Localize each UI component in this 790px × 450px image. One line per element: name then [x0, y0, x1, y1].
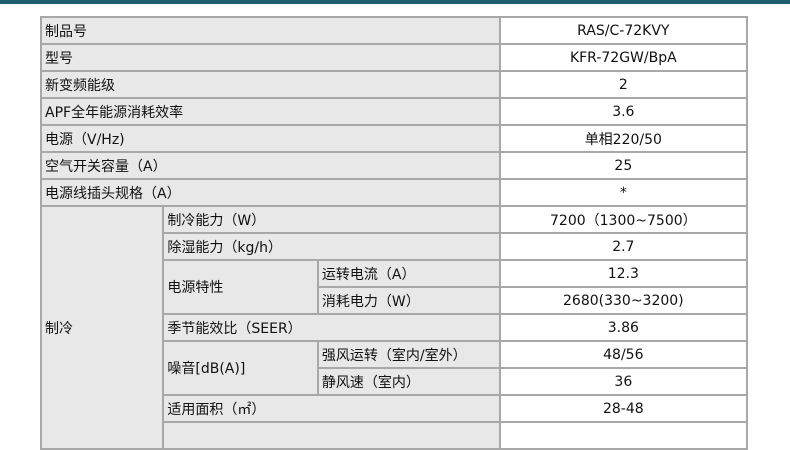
row-value: 3.6 — [498, 97, 749, 126]
row-label: 空气开关容量（A） — [40, 151, 501, 180]
consumption-label: 消耗电力（W） — [316, 286, 501, 315]
row-value: * — [498, 178, 749, 207]
cooling-label: 制冷 — [39, 205, 165, 450]
row-label: 新变频能级 — [40, 70, 501, 99]
blank-cell — [162, 421, 501, 450]
row-label: 电源（V/Hz) — [40, 124, 501, 153]
table-row: 噪音[dB(A)] 强风运转（室内/室外） 48/56 — [41, 340, 749, 396]
table-row: 季节能效比（SEER） 3.86 — [41, 313, 749, 342]
quiet-label: 静风速（室内） — [316, 367, 501, 396]
noise-label: 噪音[dB(A)] — [162, 340, 319, 396]
capacity-value: 7200（1300~7500） — [498, 205, 749, 234]
blank-cell — [498, 421, 749, 450]
table-row: 制冷 制冷能力（W） 7200（1300~7500） — [39, 205, 749, 450]
quiet-value: 36 — [498, 367, 749, 396]
table-row: APF全年能源消耗效率 3.6 — [40, 97, 749, 126]
row-value: KFR-72GW/BpA — [498, 43, 749, 72]
current-value: 12.3 — [498, 259, 749, 288]
power-label: 电源特性 — [162, 259, 319, 315]
row-value: 2 — [498, 70, 749, 99]
table-row: 消耗电力（W） 2680(330~3200) — [41, 286, 749, 315]
row-label: 型号 — [40, 43, 501, 72]
strong-label: 强风运转（室内/室外） — [316, 340, 501, 369]
spec-table: 制品号 RAS/C-72KVY 型号 KFR-72GW/BpA 新变频能级 2 APF… — [39, 16, 749, 450]
capacity-label: 制冷能力（W） — [162, 205, 501, 234]
row-value: 单相220/50 — [498, 124, 749, 153]
seer-label: 季节能效比（SEER） — [162, 313, 501, 342]
area-label: 适用面积（㎡） — [162, 394, 501, 423]
table-row: 电源特性 运转电流（A） 12.3 — [41, 259, 749, 315]
seer-value: 3.86 — [498, 313, 749, 342]
table-row: 适用面积（㎡） 28-48 — [41, 394, 749, 423]
row-value: 25 — [498, 151, 749, 180]
top-bar — [0, 0, 790, 4]
table-row: 电源（V/Hz) 单相220/50 — [40, 124, 749, 153]
table-row: 空气开关容量（A） 25 — [40, 151, 749, 180]
current-label: 运转电流（A） — [316, 259, 501, 288]
row-label: APF全年能源消耗效率 — [40, 97, 501, 126]
table-row: 静风速（室内） 36 — [41, 367, 749, 396]
row-label: 制品号 — [40, 16, 501, 45]
table-row: 除湿能力（kg/h） 2.7 — [41, 232, 749, 261]
row-label: 电源线插头规格（A） — [40, 178, 501, 207]
area-value: 28-48 — [498, 394, 749, 423]
table-row: 新变频能级 2 — [40, 70, 749, 99]
dehumid-label: 除湿能力（kg/h） — [162, 232, 501, 261]
table-row: 制品号 RAS/C-72KVY — [40, 16, 749, 45]
table-row: 型号 KFR-72GW/BpA — [40, 43, 749, 72]
table-row: 电源线插头规格（A） * — [40, 178, 749, 207]
row-value: RAS/C-72KVY — [498, 16, 749, 45]
strong-value: 48/56 — [498, 340, 749, 369]
dehumid-value: 2.7 — [498, 232, 749, 261]
consumption-value: 2680(330~3200) — [498, 286, 749, 315]
